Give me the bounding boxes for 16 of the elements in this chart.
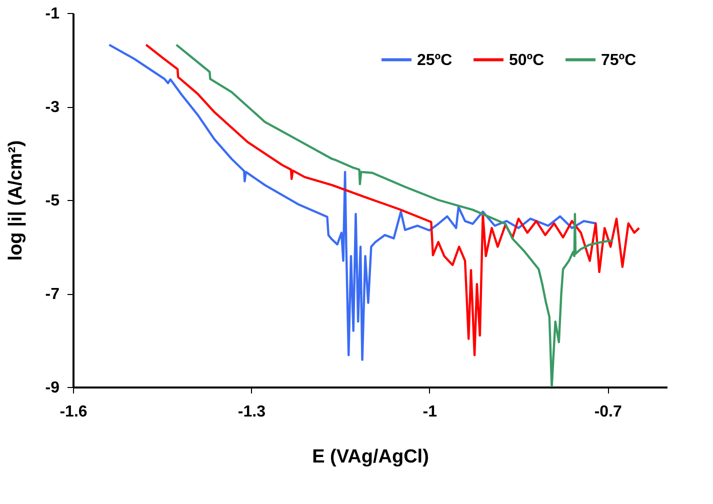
y-tick-label: -3 [45,99,60,116]
line-series [108,44,597,361]
y-tick-label: -9 [45,380,60,396]
legend-label: 25ºC [417,52,453,69]
y-axis-title: log |i| (A/cm²) [5,140,26,261]
y-tick-label: -1 [45,6,60,22]
x-axis-title: E (VAg/AgCl) [312,446,429,468]
legend-label: 75ºC [601,52,637,69]
x-tick-label: -0.7 [594,404,622,420]
x-tick-label: -1.3 [238,404,266,420]
x-tick-label: -1.6 [60,404,88,420]
line-series [144,44,640,356]
y-tick-label: -5 [45,192,60,210]
x-tick-label: -1 [422,404,438,420]
legend-label: 50ºC [509,52,545,69]
y-tick-label: -7 [45,286,60,303]
